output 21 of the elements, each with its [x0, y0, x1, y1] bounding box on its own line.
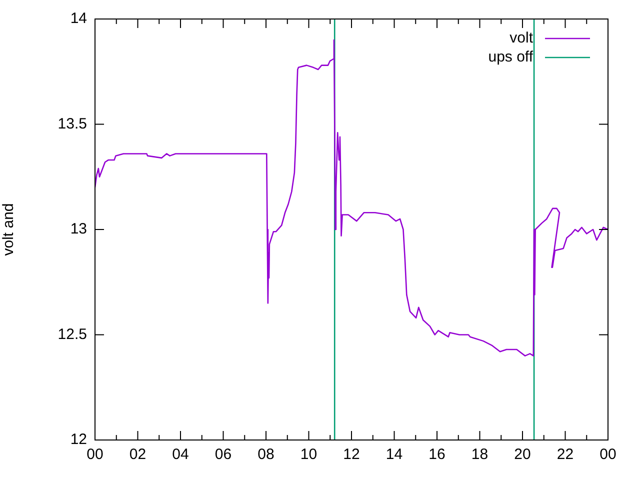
- x-tick-label: 06: [214, 446, 232, 464]
- y-tick-label: 13: [70, 220, 87, 238]
- x-tick-label: 00: [86, 446, 104, 464]
- legend-label: ups off: [488, 48, 534, 66]
- x-tick-label: 02: [129, 446, 146, 464]
- x-tick-label: 20: [514, 446, 531, 464]
- x-tick-label: 00: [600, 446, 616, 464]
- x-tick-label: 18: [471, 446, 488, 464]
- x-tick-label: 16: [428, 446, 446, 464]
- x-tick-label: 22: [556, 446, 574, 464]
- y-tick-label: 14: [70, 10, 87, 28]
- x-tick-label: 04: [172, 446, 189, 464]
- legend-label: volt: [510, 30, 534, 47]
- y-tick-label: 13.5: [58, 115, 87, 132]
- y-tick-label: 12: [70, 431, 87, 448]
- x-tick-label: 14: [386, 446, 403, 464]
- x-tick-label: 08: [258, 446, 274, 464]
- x-tick-label: 12: [343, 446, 360, 464]
- y-axis-title: volt and: [0, 203, 18, 256]
- y-tick-label: 12.5: [58, 326, 87, 343]
- x-tick-label: 10: [300, 446, 318, 464]
